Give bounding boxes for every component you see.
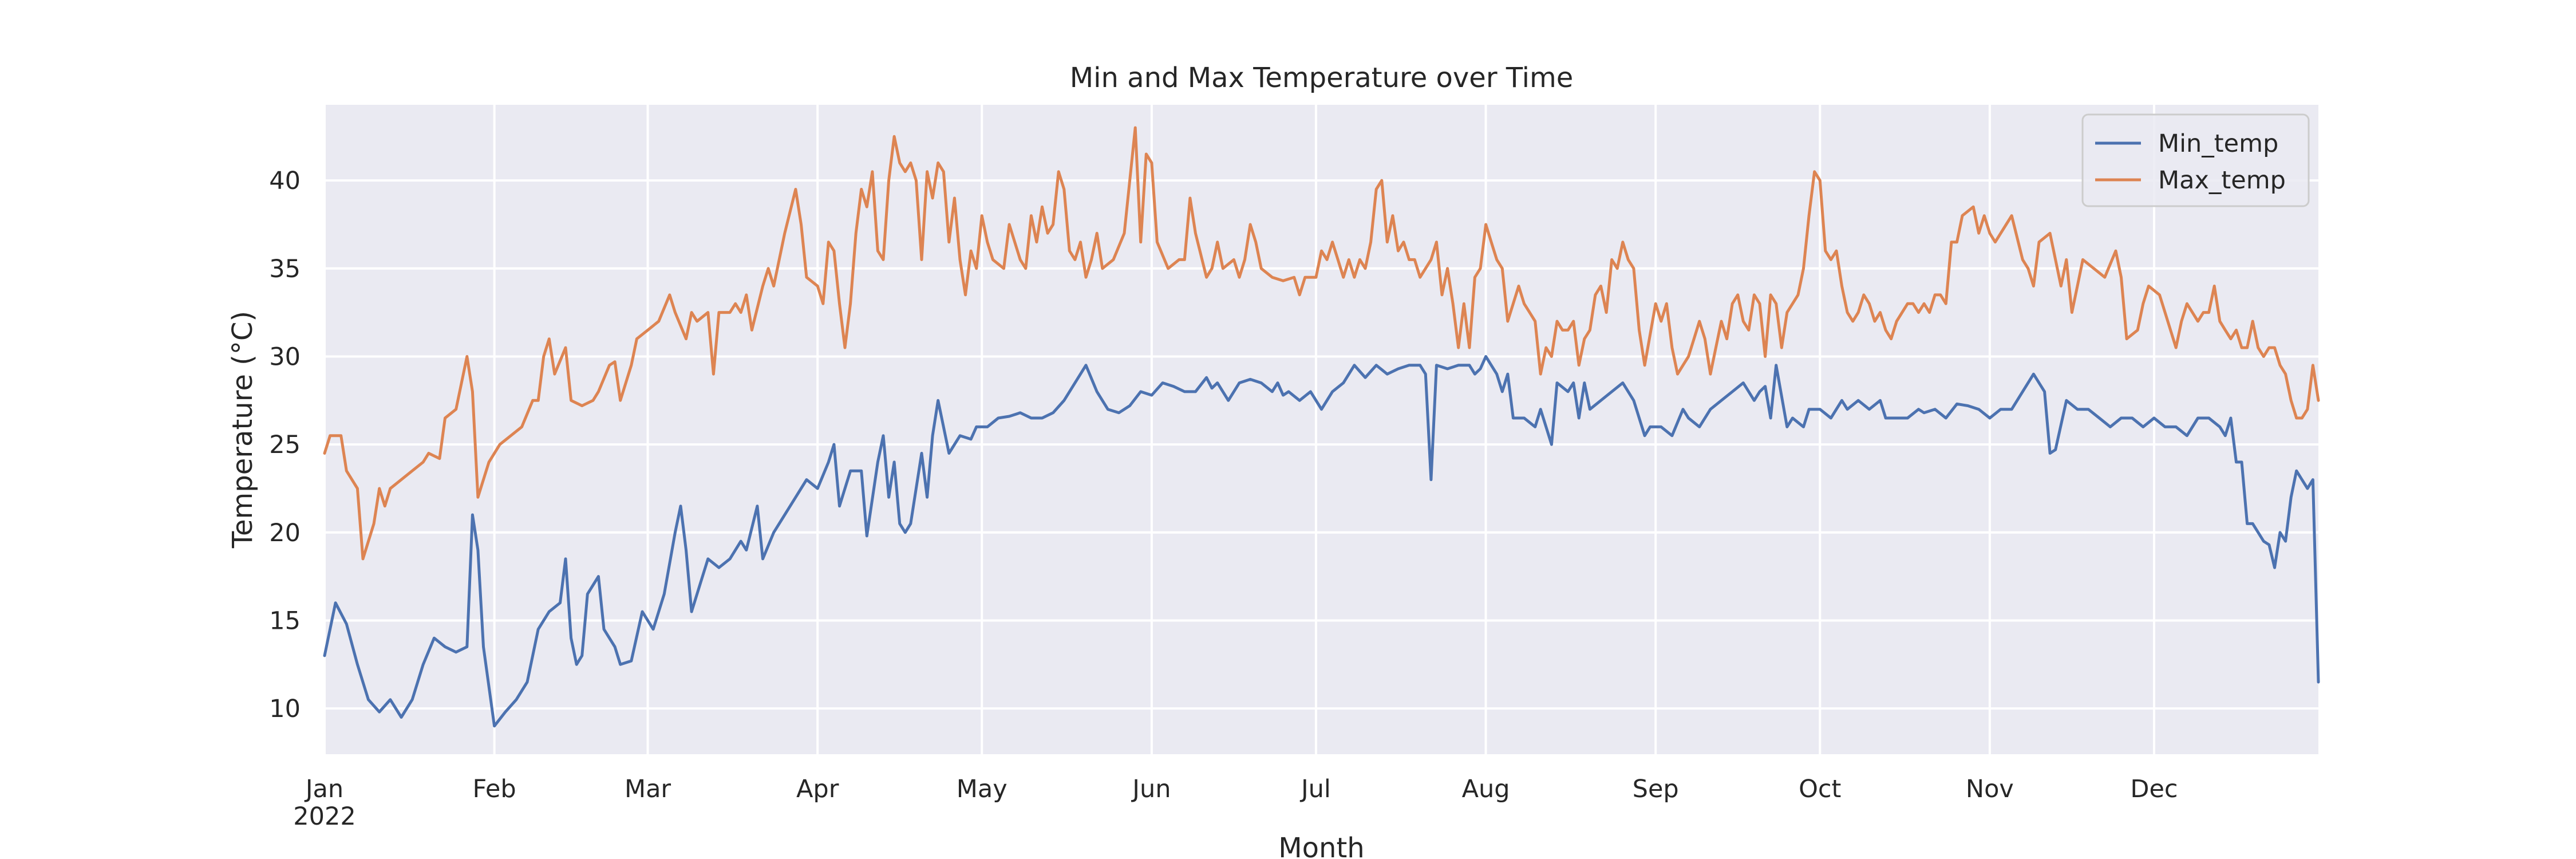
y-tick-label: 35 xyxy=(269,255,301,283)
y-tick-label: 10 xyxy=(269,695,301,723)
y-tick-label: 30 xyxy=(269,342,301,371)
x-tick-label: Mar xyxy=(625,775,671,803)
x-tick-label: Feb xyxy=(473,775,516,803)
legend-label: Min_temp xyxy=(2158,129,2278,158)
x-tick-label: Jan xyxy=(304,775,343,803)
y-tick-label: 40 xyxy=(269,167,301,195)
x-tick-label: Sep xyxy=(1633,775,1679,803)
y-tick-label: 15 xyxy=(269,606,301,635)
y-tick-label: 20 xyxy=(269,519,301,547)
y-tick-label: 25 xyxy=(269,431,301,459)
x-tick-year-label: 2022 xyxy=(293,802,355,831)
legend-label: Max_temp xyxy=(2158,166,2286,195)
chart-title: Min and Max Temperature over Time xyxy=(1070,62,1574,94)
x-tick-label: Dec xyxy=(2130,775,2178,803)
x-tick-label: Jun xyxy=(1131,775,1171,803)
x-tick-label: May xyxy=(957,775,1008,803)
plot-area xyxy=(325,105,2318,754)
x-axis-label: Month xyxy=(1278,832,1364,859)
x-tick-label: Apr xyxy=(796,775,839,803)
legend: Min_temp Max_temp xyxy=(2081,113,2310,207)
x-tick-label: Oct xyxy=(1799,775,1841,803)
x-tick-label: Jul xyxy=(1299,775,1331,803)
y-axis-label: Temperature (°C) xyxy=(227,311,259,549)
series-line-min-temp xyxy=(323,355,2320,728)
legend-box xyxy=(2081,113,2310,207)
x-tick-label: Aug xyxy=(1462,775,1510,803)
y-axis-ticks: 10 15 20 25 30 35 40 xyxy=(269,167,301,723)
x-tick-label: Nov xyxy=(1966,775,2014,803)
series-line-max-temp xyxy=(323,126,2320,561)
gridlines xyxy=(323,105,2318,754)
series-lines xyxy=(323,126,2320,728)
